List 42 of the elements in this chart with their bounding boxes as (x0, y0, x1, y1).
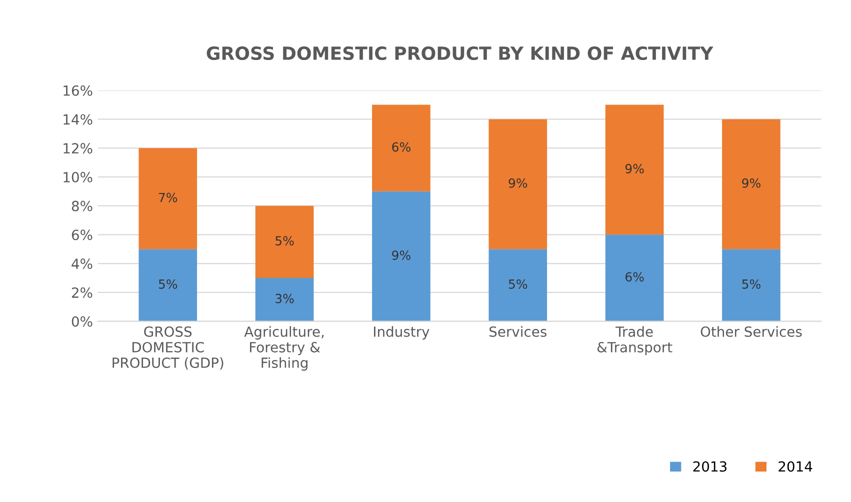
legend-label: 2013 (693, 461, 727, 472)
data-label: 6% (392, 142, 410, 152)
y-tick-label: 2% (72, 287, 92, 298)
data-label: 5% (276, 236, 294, 246)
data-label: 5% (158, 279, 178, 289)
data-label: 7% (158, 192, 178, 202)
data-label: 5% (742, 279, 760, 289)
bar (488, 119, 548, 250)
bar (722, 249, 780, 322)
y-tick-label: 8% (72, 200, 92, 212)
data-label: 6% (626, 272, 644, 282)
y-tick-label: 10% (64, 172, 92, 182)
y-tick-label: 6% (72, 230, 92, 240)
bar (138, 249, 198, 322)
x-tick-label: Other Services (700, 326, 802, 337)
y-tick-label: 4% (72, 258, 92, 270)
x-tick-label: Services (490, 326, 546, 337)
data-label: 9% (625, 164, 644, 174)
y-tick-label: 16% (64, 85, 92, 96)
x-tick-label: Trade &Transport (597, 326, 672, 356)
data-label: 3% (276, 294, 294, 304)
bar (255, 278, 314, 322)
data-label: 9% (392, 250, 410, 260)
data-label: 9% (742, 178, 760, 188)
x-tick-label: Industry (374, 326, 430, 340)
bar (605, 234, 664, 322)
data-label: 5% (508, 279, 528, 289)
bar (372, 191, 430, 322)
y-tick-label: 0% (72, 316, 92, 327)
legend-label: 2014 (778, 461, 812, 472)
bar (605, 104, 664, 235)
bar (255, 206, 314, 278)
bar (138, 148, 198, 250)
bar (488, 249, 548, 322)
y-tick-label: 14% (64, 114, 92, 125)
x-tick-label: GROSS DOMESTIC PRODUCT (GDP) (112, 326, 224, 370)
y-tick-label: 12% (64, 143, 92, 154)
chart-title: GROSS DOMESTIC PRODUCT BY KIND OF ACTIVITY (206, 46, 714, 60)
bar (722, 119, 780, 250)
data-label: 9% (508, 178, 528, 188)
x-tick-label: Agriculture, Forestry & Fishing (244, 326, 324, 371)
bar (372, 104, 430, 192)
